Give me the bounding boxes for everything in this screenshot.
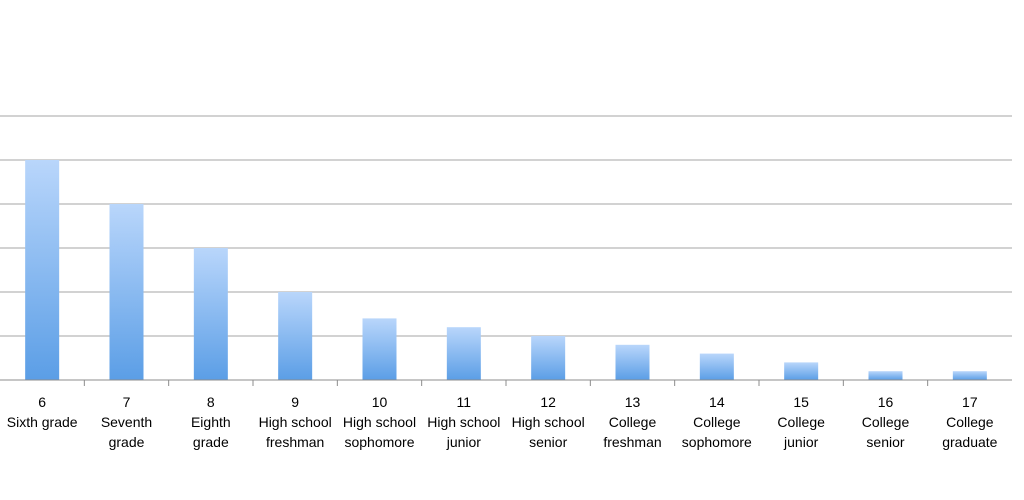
x-tick-label: 16 College senior — [862, 394, 910, 450]
bar — [278, 292, 313, 380]
x-tick-label: 12 High school senior — [512, 394, 585, 450]
bar — [109, 204, 144, 380]
bar — [952, 371, 987, 380]
x-tick-label: 10 High school sophomore — [343, 394, 416, 450]
x-tick-label: 8 Eighth grade — [191, 394, 231, 450]
x-tick-label: 7 Seventh grade — [101, 394, 152, 450]
x-axis — [0, 379, 1012, 386]
x-tick-label: 9 High school freshman — [259, 394, 332, 450]
x-tick-label: 6 Sixth grade — [7, 394, 78, 430]
x-tick-label: 13 College freshman — [603, 394, 661, 450]
bar — [699, 353, 734, 380]
bar — [362, 318, 397, 380]
x-tick-label: 17 College graduate — [942, 394, 997, 450]
x-tick-labels: 6 Sixth grade 7 Seventh grade 8 Eighth grade 9 Hi… — [7, 394, 998, 450]
bar — [615, 344, 650, 380]
x-tick-label: 11 High school junior — [427, 394, 500, 450]
bar — [25, 160, 60, 380]
bar — [784, 362, 819, 380]
bar — [446, 327, 481, 380]
bars — [25, 160, 987, 380]
x-tick-label: 15 College junior — [777, 394, 825, 450]
gridlines — [0, 115, 1012, 337]
x-tick-label: 14 College sophomore — [682, 394, 752, 450]
bar — [868, 371, 903, 380]
bar — [531, 336, 566, 380]
bar — [193, 248, 228, 380]
